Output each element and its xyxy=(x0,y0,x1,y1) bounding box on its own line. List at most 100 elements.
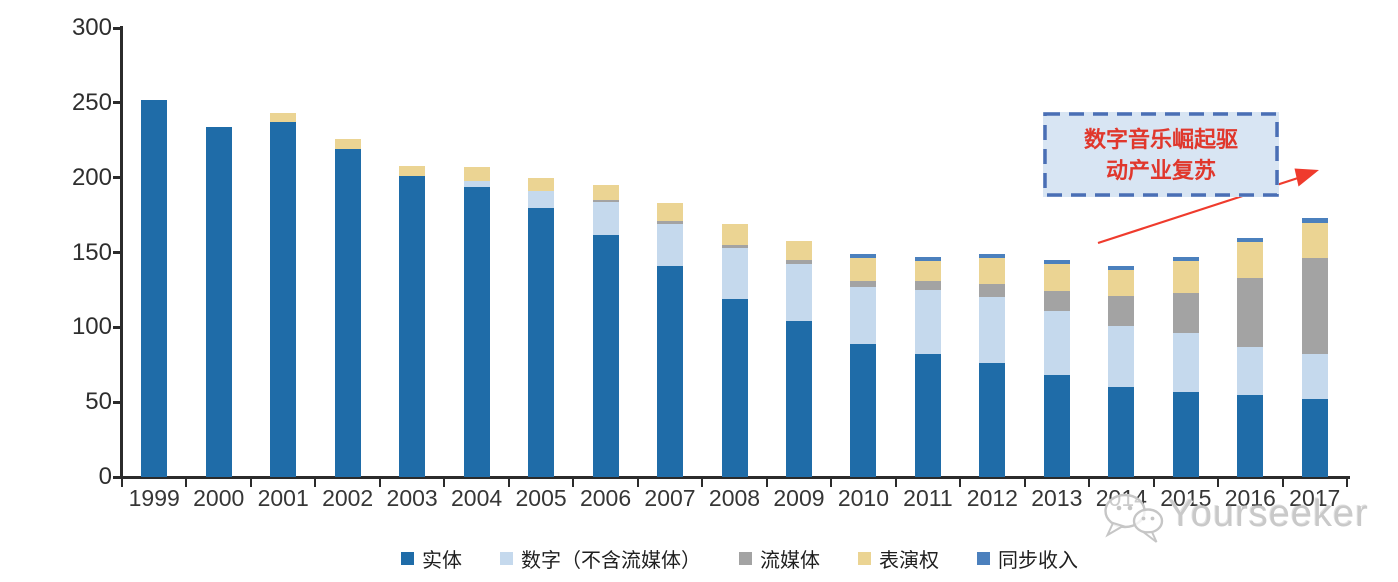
legend-item-series-2: 流媒体 xyxy=(739,544,820,573)
bar-segment-series-0 xyxy=(463,186,490,477)
legend: 实体 数字（不含流媒体） 流媒体 表演权 同步收入 xyxy=(122,541,1357,575)
bar-segment-series-0 xyxy=(528,207,555,477)
x-tick-mark xyxy=(701,479,704,487)
bar-segment-series-0 xyxy=(979,363,1006,477)
y-tick-mark xyxy=(113,101,122,105)
y-tick-mark xyxy=(113,325,122,329)
y-tick-label: 0 xyxy=(98,463,112,490)
bar-segment-series-0 xyxy=(914,354,941,477)
annotation-line-2: 动产业复苏 xyxy=(1105,157,1216,183)
bar-segment-series-3 xyxy=(785,240,812,260)
annotation-box: 数字音乐崛起驱 动产业复苏 xyxy=(1043,112,1279,197)
y-tick-label: 200 xyxy=(71,163,112,191)
bar-segment-series-1 xyxy=(592,201,619,235)
bar-segment-series-4 xyxy=(1043,259,1070,265)
x-tick-mark xyxy=(1023,479,1026,487)
y-tick-label: 250 xyxy=(71,88,112,116)
bar-segment-series-2 xyxy=(1108,295,1135,326)
x-tick-label: 2010 xyxy=(837,485,890,511)
legend-label: 实体 xyxy=(422,549,462,572)
legend-item-series-3: 表演权 xyxy=(858,544,939,573)
bar-segment-series-0 xyxy=(205,126,232,477)
x-tick-mark xyxy=(507,479,510,487)
x-tick-label: 2017 xyxy=(1289,485,1341,511)
legend-item-series-0: 实体 xyxy=(401,544,462,573)
yourseeker-watermark: Yourseeker xyxy=(1100,485,1398,555)
bar-segment-series-2 xyxy=(785,259,812,265)
bar-segment-series-3 xyxy=(1108,270,1135,296)
bar-segment-series-2 xyxy=(721,245,748,248)
x-tick-mark xyxy=(378,479,381,487)
x-tick-label: 2000 xyxy=(193,485,245,511)
bar-segment-series-3 xyxy=(1172,261,1199,293)
bar-segment-series-2 xyxy=(1301,258,1328,355)
bar-segment-series-0 xyxy=(721,298,748,477)
bar-segment-series-3 xyxy=(657,203,684,222)
x-tick-label: 2011 xyxy=(903,485,953,511)
x-tick-label: 2006 xyxy=(579,485,632,511)
bar-segment-series-3 xyxy=(463,167,490,181)
bar-segment-series-1 xyxy=(914,289,941,355)
x-tick-mark xyxy=(1152,479,1155,487)
legend-label: 同步收入 xyxy=(998,549,1078,572)
legend-swatch xyxy=(977,551,990,565)
x-tick-label: 2003 xyxy=(386,485,438,511)
bar-segment-series-4 xyxy=(850,253,877,259)
bar-segment-series-3 xyxy=(721,224,748,246)
bar-segment-series-0 xyxy=(1172,391,1199,477)
x-tick-label: 2004 xyxy=(451,485,503,511)
x-axis xyxy=(120,476,1350,479)
y-tick-mark xyxy=(113,251,122,254)
x-tick-label: 2002 xyxy=(322,485,374,511)
bar-segment-series-1 xyxy=(1172,333,1199,392)
bar-segment-series-0 xyxy=(141,99,168,477)
bar-segment-series-3 xyxy=(914,261,941,281)
bar-segment-series-1 xyxy=(657,224,684,266)
legend-swatch xyxy=(401,551,414,565)
x-tick-mark xyxy=(959,479,962,487)
bar-segment-series-3 xyxy=(270,113,297,123)
bar-segment-series-1 xyxy=(463,180,490,187)
x-tick-label: 2007 xyxy=(644,485,696,511)
bar-segment-series-0 xyxy=(592,234,619,477)
x-tick-mark xyxy=(765,479,768,487)
bar-segment-series-2 xyxy=(850,280,877,287)
watermark-text: Yourseeker xyxy=(1168,493,1369,535)
bar-segment-series-3 xyxy=(850,258,877,281)
legend-label: 流媒体 xyxy=(760,549,820,572)
x-tick-label: 2013 xyxy=(1031,485,1083,511)
x-tick-mark xyxy=(1346,479,1348,487)
bar-segment-series-1 xyxy=(785,264,812,322)
bar-segment-series-3 xyxy=(1043,264,1070,292)
legend-swatch xyxy=(500,551,513,565)
bar-segment-series-0 xyxy=(1301,399,1328,477)
bar-segment-series-3 xyxy=(1301,222,1328,259)
x-tick-mark xyxy=(830,479,833,487)
bar-segment-series-1 xyxy=(1043,310,1070,376)
bar-segment-series-4 xyxy=(1237,237,1264,243)
y-tick-label: 50 xyxy=(85,388,112,416)
x-tick-mark xyxy=(1217,479,1220,487)
bar-segment-series-1 xyxy=(979,297,1006,364)
bar-segment-series-0 xyxy=(270,122,297,477)
x-tick-mark xyxy=(121,479,123,487)
legend-item-series-1: 数字（不含流媒体） xyxy=(500,544,701,573)
x-tick-mark xyxy=(249,479,252,487)
x-tick-mark xyxy=(636,479,639,487)
bar-segment-series-1 xyxy=(1301,354,1328,400)
y-tick-mark xyxy=(113,26,122,30)
bar-segment-series-1 xyxy=(1237,346,1264,395)
bar-segment-series-2 xyxy=(657,221,684,225)
bar-segment-series-2 xyxy=(1043,291,1070,311)
bar-segment-series-0 xyxy=(1108,387,1135,477)
bar-segment-series-2 xyxy=(979,283,1006,298)
x-tick-label: 2001 xyxy=(257,485,309,511)
legend-swatch xyxy=(858,551,871,565)
bar-segment-series-3 xyxy=(979,258,1006,284)
bar-segment-series-0 xyxy=(1043,375,1070,477)
y-tick-label: 100 xyxy=(71,313,112,341)
bar-segment-series-0 xyxy=(1237,394,1264,477)
x-tick-mark xyxy=(1088,479,1091,487)
bar-segment-series-3 xyxy=(334,138,361,150)
bar-segment-series-4 xyxy=(1301,218,1328,223)
